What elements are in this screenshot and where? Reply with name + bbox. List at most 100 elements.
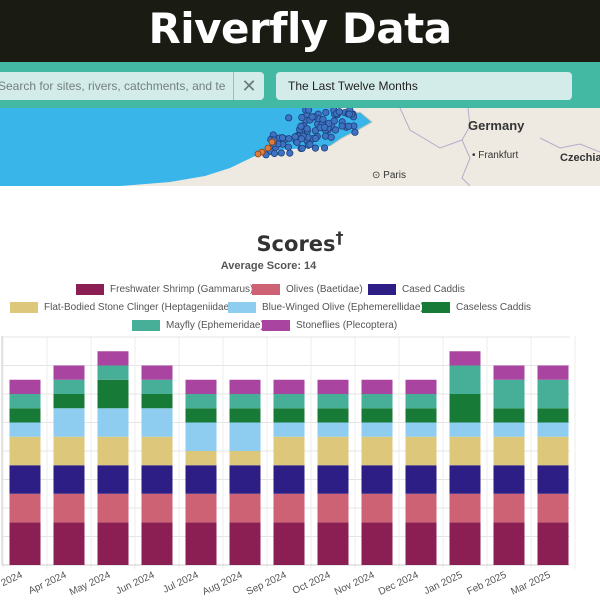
chart-bar-segment[interactable] (141, 379, 173, 394)
legend-item[interactable]: Cased Caddis (368, 284, 465, 296)
chart-bar-segment[interactable] (361, 465, 393, 494)
map-site-marker[interactable] (270, 149, 279, 158)
chart-bar-segment[interactable] (185, 408, 217, 423)
chart-bar-segment[interactable] (229, 522, 261, 565)
chart-bar-segment[interactable] (9, 379, 41, 394)
map-site-marker[interactable] (335, 108, 343, 116)
map-site-marker[interactable] (345, 110, 353, 118)
map[interactable]: Germany • Frankfurt Czechia ⊙ Paris (0, 108, 600, 186)
chart-bar-segment[interactable] (537, 379, 569, 409)
chart-bar-segment[interactable] (97, 436, 129, 466)
chart-bar-segment[interactable] (185, 394, 217, 409)
chart-bar-segment[interactable] (53, 522, 85, 565)
chart-bar-segment[interactable] (53, 436, 85, 466)
chart-bar-segment[interactable] (537, 365, 569, 380)
chart-bar-segment[interactable] (493, 436, 525, 466)
chart-bar-segment[interactable] (361, 379, 393, 394)
chart-bar-segment[interactable] (53, 394, 85, 409)
map-site-marker[interactable] (311, 144, 320, 152)
legend-item[interactable]: Freshwater Shrimp (Gammarus) (76, 284, 253, 296)
chart-bar-segment[interactable] (317, 394, 349, 409)
chart-bar-segment[interactable] (141, 522, 173, 565)
chart-bar-segment[interactable] (537, 465, 569, 494)
chart-bar-segment[interactable] (449, 465, 481, 494)
chart-bar-segment[interactable] (449, 493, 481, 523)
chart-bar-segment[interactable] (53, 379, 85, 394)
map-site-marker[interactable] (327, 133, 335, 141)
map-site-marker[interactable] (297, 122, 305, 130)
chart-bar-segment[interactable] (185, 451, 217, 466)
chart-bar-segment[interactable] (317, 493, 349, 523)
chart-bar-segment[interactable] (449, 365, 481, 395)
chart-bar-segment[interactable] (537, 422, 569, 437)
chart-bar-segment[interactable] (317, 522, 349, 565)
legend-item[interactable]: Stoneflies (Plecoptera) (262, 320, 397, 332)
legend-item[interactable]: Blue-Winged Olive (Ephemerellidae) (228, 302, 424, 314)
map-site-marker[interactable] (304, 108, 313, 114)
chart-bar-segment[interactable] (9, 465, 41, 494)
map-site-marker[interactable] (308, 113, 316, 121)
map-site-marker[interactable] (254, 150, 262, 158)
chart-bar-segment[interactable] (493, 493, 525, 523)
chart-bar-segment[interactable] (97, 365, 129, 380)
chart-bar-segment[interactable] (141, 408, 173, 437)
chart-bar-segment[interactable] (405, 522, 437, 565)
chart-bar-segment[interactable] (97, 408, 129, 437)
chart-bar-segment[interactable] (229, 465, 261, 494)
chart-bar-segment[interactable] (405, 394, 437, 409)
chart-bar-segment[interactable] (273, 493, 305, 523)
chart-bar-segment[interactable] (405, 408, 437, 423)
chart-bar-segment[interactable] (537, 408, 569, 423)
chart-bar-segment[interactable] (449, 436, 481, 466)
chart-bar-segment[interactable] (185, 465, 217, 494)
chart-bar-segment[interactable] (229, 493, 261, 523)
chart-bar-segment[interactable] (493, 522, 525, 565)
chart-bar-segment[interactable] (317, 465, 349, 494)
chart-bar-segment[interactable] (405, 436, 437, 466)
chart-bar-segment[interactable] (361, 408, 393, 423)
close-icon[interactable]: ✕ (233, 72, 264, 100)
chart-bar-segment[interactable] (493, 465, 525, 494)
chart-bar-segment[interactable] (229, 451, 261, 466)
chart-bar-segment[interactable] (537, 436, 569, 466)
chart-bar-segment[interactable] (273, 394, 305, 409)
chart-bar-segment[interactable] (97, 379, 129, 409)
chart-bar-segment[interactable] (361, 422, 393, 437)
chart-bar-segment[interactable] (185, 422, 217, 452)
chart-bar-segment[interactable] (405, 422, 437, 437)
chart-bar-segment[interactable] (449, 422, 481, 437)
map-site-marker[interactable] (277, 149, 285, 157)
chart-bar-segment[interactable] (273, 436, 305, 466)
chart-bar-segment[interactable] (229, 408, 261, 423)
chart-bar-segment[interactable] (493, 422, 525, 437)
chart-bar-segment[interactable] (493, 379, 525, 409)
chart-bar-segment[interactable] (449, 522, 481, 565)
chart-bar-segment[interactable] (97, 465, 129, 494)
chart-bar-segment[interactable] (405, 465, 437, 494)
chart-bar-segment[interactable] (361, 493, 393, 523)
legend-item[interactable]: Mayfly (Ephemeridae) (132, 320, 264, 332)
chart-bar-segment[interactable] (317, 379, 349, 394)
chart-bar-segment[interactable] (273, 408, 305, 423)
map-site-marker[interactable] (306, 140, 314, 149)
chart-bar-segment[interactable] (9, 522, 41, 565)
chart-bar-segment[interactable] (273, 379, 305, 394)
map-site-marker[interactable] (322, 108, 330, 117)
chart-bar-segment[interactable] (9, 493, 41, 523)
map-site-marker[interactable] (291, 133, 299, 141)
chart-bar-segment[interactable] (229, 422, 261, 452)
chart-bar-segment[interactable] (537, 493, 569, 523)
chart-bar-segment[interactable] (53, 493, 85, 523)
chart-bar-segment[interactable] (185, 493, 217, 523)
chart-bar-segment[interactable] (229, 379, 261, 394)
map-site-marker[interactable] (268, 138, 276, 146)
chart-bar-segment[interactable] (317, 436, 349, 466)
map-site-marker[interactable] (331, 126, 340, 134)
map-site-marker[interactable] (264, 144, 272, 152)
chart-bar-segment[interactable] (97, 522, 129, 565)
map-site-marker[interactable] (320, 123, 329, 131)
chart-bar-segment[interactable] (141, 365, 173, 380)
chart-bar-segment[interactable] (185, 522, 217, 565)
search-input[interactable] (0, 72, 226, 100)
chart-bar-segment[interactable] (141, 394, 173, 409)
